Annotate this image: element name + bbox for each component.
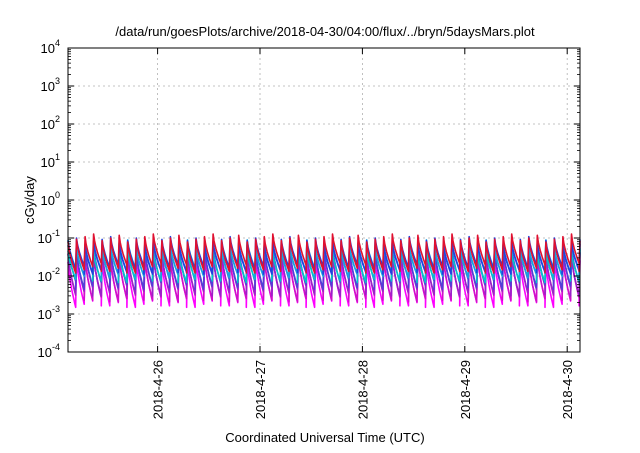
grid	[68, 47, 580, 353]
x-tick-label: 2018-4-30	[560, 360, 575, 419]
series-group	[67, 233, 581, 309]
y-tick-label: 10-3	[38, 304, 60, 322]
y-axis: 104 103 102 101 100 10-1 10-2 10-3 10-4	[38, 38, 580, 360]
y-tick-label: 10-2	[38, 266, 60, 284]
y-tick-label: 10-4	[38, 342, 60, 360]
y-tick-label: 102	[41, 114, 60, 132]
x-axis: 2018-4-26 2018-4-27 2018-4-28 2018-4-29 2018…	[151, 48, 575, 419]
x-tick-label: 2018-4-29	[458, 360, 473, 419]
y-tick-label: 101	[41, 152, 60, 170]
y-tick-label: 104	[41, 38, 60, 56]
x-tick-label: 2018-4-27	[253, 360, 268, 419]
x-tick-label: 2018-4-26	[151, 360, 166, 419]
y-tick-label: 100	[41, 190, 60, 208]
chart-title: /data/run/goesPlots/archive/2018-04-30/0…	[115, 24, 535, 39]
y-tick-label: 103	[41, 76, 60, 94]
y-axis-label: cGy/day	[22, 176, 37, 224]
x-axis-label: Coordinated Universal Time (UTC)	[225, 430, 424, 445]
y-tick-label: 10-1	[38, 228, 60, 246]
x-tick-label: 2018-4-28	[355, 360, 370, 419]
series-line	[67, 233, 581, 274]
